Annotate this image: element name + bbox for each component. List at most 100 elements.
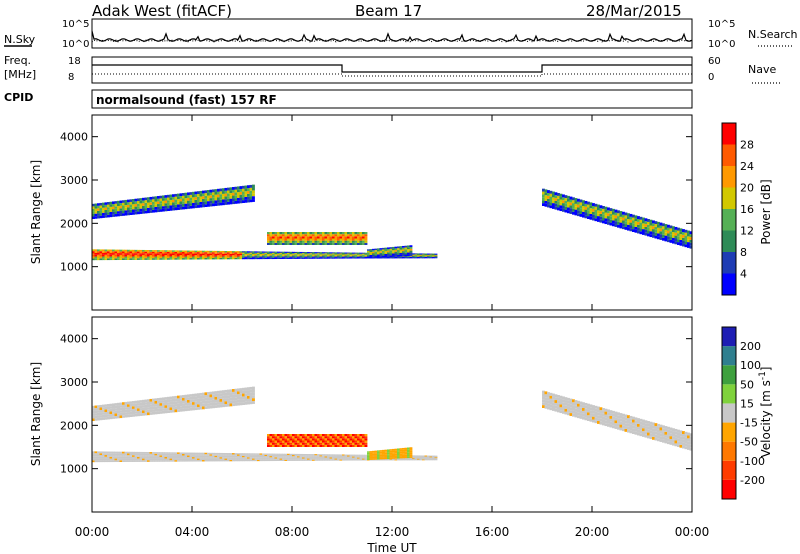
velocity-cell: [432, 457, 435, 459]
power-cell: [334, 232, 338, 235]
velocity-cell: [359, 456, 363, 458]
power-cell: [339, 232, 343, 235]
velocity-cell: [687, 435, 690, 439]
power-cell: [432, 256, 435, 258]
power-cell: [249, 193, 253, 197]
power-cell: [334, 254, 338, 256]
power-cell: [164, 254, 168, 257]
y-tick-label: 4000: [60, 131, 88, 144]
power-cell: [569, 205, 573, 209]
power-cell: [99, 213, 103, 216]
velocity-cell: [189, 458, 193, 461]
power-cell: [217, 194, 220, 198]
power-cell: [339, 236, 343, 239]
power-cell: [259, 255, 263, 257]
power-cell: [349, 240, 353, 243]
power-cell: [607, 216, 610, 219]
velocity-cell: [124, 407, 128, 410]
power-cell: [599, 208, 603, 212]
velocity-cell: [237, 453, 240, 455]
velocity-cell: [207, 460, 210, 462]
power-cell: [677, 236, 680, 240]
velocity-cell: [292, 436, 295, 439]
power-cell: [169, 253, 173, 255]
colorbar-tick-label: 200: [740, 340, 761, 353]
velocity-cell: [559, 401, 563, 405]
power-cell: [352, 256, 355, 258]
power-cell: [129, 253, 133, 255]
power-cell: [362, 234, 365, 237]
velocity-cell: [339, 459, 343, 461]
power-cell: [597, 204, 600, 208]
power-cell: [372, 250, 375, 252]
velocity-cell: [647, 423, 650, 427]
velocity-cell: [382, 454, 385, 457]
power-cell: [602, 214, 605, 218]
power-cell: [204, 253, 208, 256]
power-cell: [397, 257, 400, 259]
velocity-cell: [397, 456, 400, 459]
velocity-cell: [209, 402, 213, 406]
power-cell: [319, 257, 323, 259]
power-cell: [349, 254, 353, 256]
power-cell: [92, 208, 95, 212]
velocity-cell: [542, 393, 545, 397]
velocity-cell: [189, 407, 193, 411]
velocity-cell: [374, 458, 378, 460]
power-cell: [217, 188, 220, 192]
velocity-cell: [202, 392, 205, 396]
power-cell: [324, 256, 328, 258]
power-cell: [657, 230, 660, 234]
power-cell: [274, 251, 278, 253]
velocity-cell: [247, 398, 250, 402]
velocity-cell: [162, 408, 165, 411]
power-cell: [349, 242, 353, 245]
power-cell: [132, 204, 135, 207]
velocity-cell: [362, 440, 365, 443]
power-cell: [637, 230, 640, 234]
date-label: 28/Mar/2015: [586, 2, 682, 20]
velocity-cell: [427, 459, 430, 461]
velocity-cell: [324, 438, 328, 441]
power-cell: [314, 232, 318, 235]
power-cell: [334, 242, 338, 245]
velocity-cell: [272, 457, 275, 459]
velocity-cell: [129, 406, 133, 410]
power-cell: [552, 194, 555, 198]
power-cell: [684, 244, 688, 248]
power-cell: [359, 257, 363, 259]
velocity-cell: [682, 436, 685, 440]
power-cell: [117, 203, 120, 206]
power-cell: [152, 250, 155, 252]
velocity-cell: [422, 458, 425, 460]
velocity-cell: [174, 458, 178, 461]
power-cell: [99, 202, 103, 206]
velocity-cell: [97, 412, 100, 416]
velocity-cell: [227, 455, 230, 458]
velocity-cell: [147, 409, 150, 413]
power-cell: [112, 201, 115, 204]
power-cell: [364, 236, 368, 239]
velocity-cell: [287, 440, 290, 443]
power-cell: [119, 203, 123, 206]
power-cell: [192, 191, 195, 195]
velocity-cell: [422, 456, 425, 458]
velocity-cell: [214, 399, 218, 403]
velocity-cell: [252, 398, 255, 402]
velocity-cell: [107, 460, 110, 463]
velocity-cell: [212, 391, 215, 395]
power-cell: [312, 242, 315, 245]
velocity-cell: [647, 429, 650, 433]
velocity-cell: [409, 456, 413, 458]
velocity-cell: [552, 399, 555, 403]
power-cell: [314, 234, 318, 237]
velocity-cell: [347, 442, 350, 445]
velocity-cell: [344, 454, 348, 456]
velocity-cell: [267, 444, 270, 447]
power-cell: [129, 251, 133, 254]
power-cell: [149, 256, 153, 259]
power-cell: [94, 208, 98, 212]
power-cell: [249, 252, 253, 254]
power-cell: [589, 213, 593, 217]
velocity-cell: [172, 401, 175, 405]
